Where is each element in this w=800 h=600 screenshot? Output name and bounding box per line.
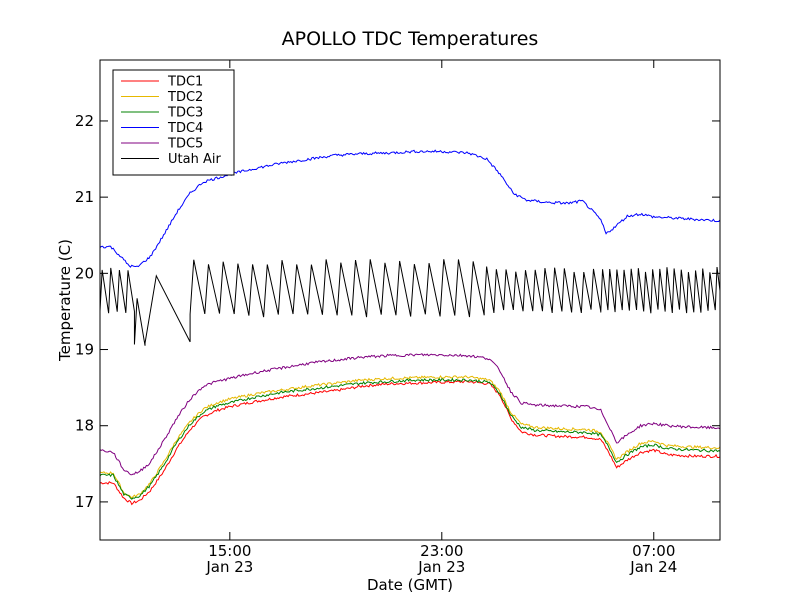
chart-title: APOLLO TDC Temperatures	[282, 28, 539, 50]
y-tick-label: 18	[75, 417, 94, 435]
series-line-tdc4	[100, 149, 720, 268]
series-line-tdc1	[100, 379, 720, 506]
legend-label: TDC4	[167, 121, 203, 136]
series-line-tdc3	[100, 377, 720, 500]
x-tick-label: 07:00	[632, 542, 675, 560]
legend-label: TDC1	[167, 75, 203, 90]
x-tick-label-date: Jan 23	[205, 558, 253, 576]
y-tick-label: 19	[75, 341, 94, 359]
series-line-tdc2	[100, 375, 720, 499]
legend-box	[112, 69, 235, 176]
x-tick-label-date: Jan 23	[417, 558, 465, 576]
y-axis-label: Temperature (C)	[56, 239, 74, 362]
series-line-tdc5	[100, 353, 720, 476]
x-tick-label: 15:00	[208, 542, 251, 560]
y-tick-label: 22	[75, 112, 94, 130]
y-tick-label: 20	[75, 264, 94, 282]
y-tick-label: 17	[75, 493, 94, 511]
legend-label: Utah Air	[168, 152, 221, 167]
plot-frame	[99, 59, 721, 541]
legend-label: TDC2	[167, 90, 203, 105]
y-tick-label: 21	[75, 188, 94, 206]
series-line-utah-air	[100, 259, 720, 346]
series-layer	[100, 149, 720, 506]
legend-label: TDC5	[167, 137, 203, 152]
x-axis-label: Date (GMT)	[367, 576, 453, 594]
x-tick-label: 23:00	[420, 542, 463, 560]
legend-label: TDC3	[167, 106, 203, 121]
x-tick-label-date: Jan 24	[629, 558, 677, 576]
